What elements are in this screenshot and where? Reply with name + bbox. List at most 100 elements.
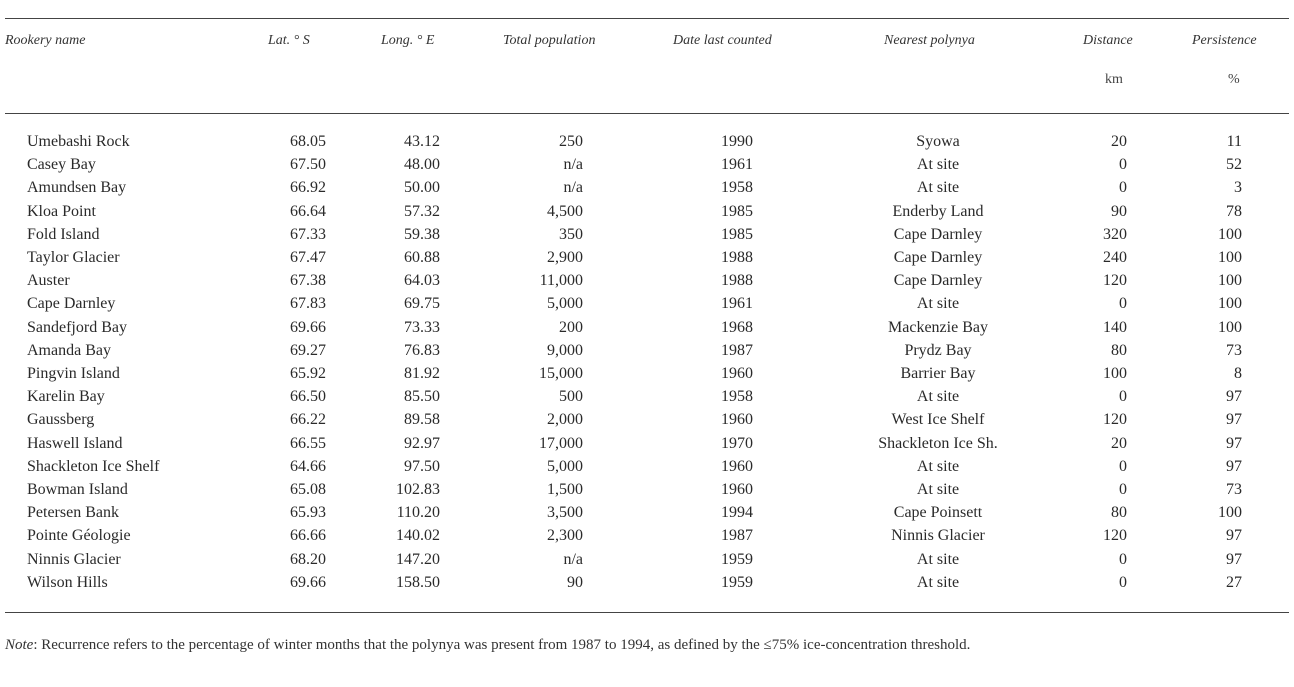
- cell-distance: 120: [1103, 527, 1127, 545]
- cell-nearest-polynya: Mackenzie Bay: [888, 318, 988, 336]
- cell-long: 89.58: [404, 411, 440, 429]
- table-note: Note: Recurrence refers to the percentag…: [5, 637, 970, 654]
- cell-persistence: 97: [1226, 550, 1242, 568]
- cell-lat: 66.50: [290, 388, 326, 406]
- cell-lat: 66.22: [290, 411, 326, 429]
- cell-total-population: 2,300: [547, 527, 583, 545]
- cell-nearest-polynya: At site: [916, 179, 960, 197]
- cell-nearest-polynya: At site: [916, 573, 960, 591]
- cell-total-population: 200: [559, 318, 583, 336]
- cell-rookery-name: Haswell Island: [27, 434, 123, 452]
- cell-rookery-name: Bowman Island: [27, 481, 128, 498]
- cell-lat: 65.93: [290, 504, 326, 522]
- cell-distance: 0: [1119, 481, 1127, 498]
- cell-long: 147.20: [396, 550, 440, 568]
- cell-rookery-name: Amundsen Bay: [27, 179, 127, 197]
- cell-total-population: 2,000: [547, 411, 583, 429]
- cell-persistence: 73: [1226, 341, 1242, 359]
- cell-nearest-polynya: Cape Darnley: [893, 249, 983, 266]
- cell-persistence: 11: [1226, 133, 1242, 150]
- cell-nearest-polynya: Cape Poinsett: [893, 504, 983, 522]
- table-row: Pointe Géologie 66.66 140.02 2,300 1987 Ninni…: [0, 527, 1294, 550]
- cell-lat: 66.55: [290, 434, 326, 452]
- cell-long: 73.33: [404, 318, 440, 336]
- cell-long: 43.12: [404, 133, 440, 150]
- cell-rookery-name: Casey Bay: [27, 156, 96, 174]
- cell-distance: 240: [1103, 249, 1127, 266]
- cell-rookery-name: Pointe Géologie: [27, 527, 131, 545]
- cell-distance: 80: [1111, 341, 1127, 359]
- cell-lat: 68.20: [290, 550, 326, 568]
- cell-date-last-counted: 1960: [721, 411, 753, 429]
- table-row: Casey Bay 67.50 48.00 n/a 1961 At site 0 52: [0, 156, 1294, 179]
- cell-distance: 0: [1119, 388, 1127, 406]
- cell-persistence: 97: [1226, 527, 1242, 545]
- cell-date-last-counted: 1987: [721, 527, 753, 545]
- header-long: Long. ° E: [381, 33, 435, 48]
- cell-date-last-counted: 1968: [721, 318, 753, 336]
- cell-long: 69.75: [404, 295, 440, 313]
- table-row: Umebashi Rock 68.05 43.12 250 1990 Syowa 20 11: [0, 133, 1294, 156]
- cell-distance: 100: [1103, 365, 1127, 382]
- cell-nearest-polynya: At site: [916, 481, 960, 498]
- cell-total-population: 4,500: [547, 202, 583, 220]
- cell-nearest-polynya: Syowa: [916, 133, 960, 150]
- cell-rookery-name: Umebashi Rock: [27, 133, 130, 150]
- table-row: Pingvin Island 65.92 81.92 15,000 1960 Barrie…: [0, 365, 1294, 388]
- cell-long: 110.20: [396, 504, 440, 522]
- cell-lat: 67.47: [290, 249, 326, 266]
- cell-persistence: 100: [1218, 504, 1242, 522]
- cell-long: 60.88: [404, 249, 440, 266]
- cell-total-population: 350: [559, 225, 583, 243]
- header-persistence: Persistence: [1192, 33, 1257, 48]
- cell-persistence: 3: [1234, 179, 1242, 197]
- cell-rookery-name: Sandefjord Bay: [27, 318, 127, 336]
- table-row: Ninnis Glacier 68.20 147.20 n/a 1959 At site 0…: [0, 551, 1294, 574]
- table-row: Cape Darnley 67.83 69.75 5,000 1961 At site 0 1…: [0, 295, 1294, 318]
- cell-lat: 64.66: [290, 457, 326, 475]
- cell-lat: 66.92: [290, 179, 326, 197]
- cell-distance: 140: [1103, 318, 1127, 336]
- cell-total-population: 90: [567, 573, 583, 591]
- table-row: Amanda Bay 69.27 76.83 9,000 1987 Prydz Bay 80…: [0, 342, 1294, 365]
- cell-long: 102.83: [396, 481, 440, 498]
- cell-persistence: 100: [1218, 249, 1242, 266]
- cell-total-population: 5,000: [547, 457, 583, 475]
- cell-total-population: 5,000: [547, 295, 583, 313]
- cell-long: 50.00: [404, 179, 440, 197]
- cell-lat: 66.64: [290, 202, 326, 220]
- cell-date-last-counted: 1961: [721, 295, 753, 313]
- cell-total-population: 250: [559, 133, 583, 150]
- cell-rookery-name: Shackleton Ice Shelf: [27, 457, 160, 475]
- cell-long: 59.38: [404, 225, 440, 243]
- cell-date-last-counted: 1960: [721, 365, 753, 382]
- cell-total-population: n/a: [563, 156, 583, 174]
- cell-nearest-polynya: Shackleton Ice Sh.: [878, 434, 998, 452]
- cell-nearest-polynya: Enderby Land: [892, 202, 984, 220]
- cell-total-population: 500: [559, 388, 583, 406]
- header-lat: Lat. ° S: [268, 33, 310, 48]
- bottom-rule: [5, 612, 1289, 613]
- cell-long: 48.00: [404, 156, 440, 174]
- cell-total-population: 17,000: [539, 434, 583, 452]
- cell-persistence: 97: [1226, 411, 1242, 429]
- cell-total-population: 3,500: [547, 504, 583, 522]
- cell-lat: 67.38: [290, 272, 326, 290]
- cell-date-last-counted: 1987: [721, 341, 753, 359]
- cell-distance: 90: [1111, 202, 1127, 220]
- cell-rookery-name: Fold Island: [27, 225, 100, 243]
- header-total-population: Total population: [503, 33, 596, 48]
- cell-nearest-polynya: Cape Darnley: [893, 225, 983, 243]
- cell-rookery-name: Auster: [27, 272, 70, 290]
- cell-date-last-counted: 1959: [721, 550, 753, 568]
- cell-distance: 0: [1119, 295, 1127, 313]
- cell-persistence: 97: [1226, 388, 1242, 406]
- note-label: Note: [5, 637, 34, 653]
- cell-date-last-counted: 1960: [721, 457, 753, 475]
- cell-distance: 0: [1119, 156, 1127, 174]
- cell-long: 81.92: [404, 365, 440, 382]
- cell-lat: 67.50: [290, 156, 326, 174]
- cell-persistence: 73: [1226, 481, 1242, 498]
- cell-distance: 0: [1119, 179, 1127, 197]
- cell-nearest-polynya: West Ice Shelf: [891, 411, 985, 429]
